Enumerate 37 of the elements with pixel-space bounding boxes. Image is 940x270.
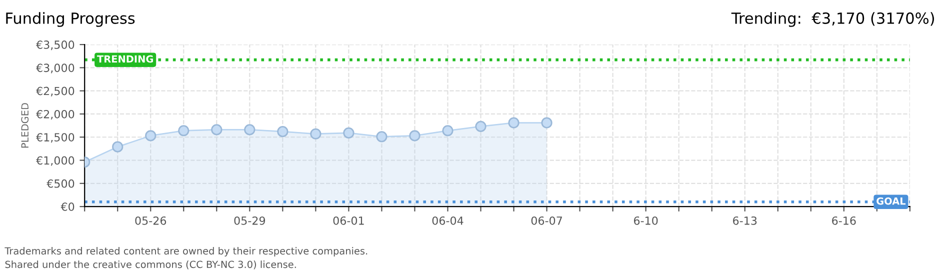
chart-subtitle: Trending: €3,170 (3170%) (731, 12, 934, 27)
x-tick-label: 06-07 (531, 216, 562, 225)
point (145, 130, 156, 142)
x-tick-label: 06-04 (432, 216, 464, 225)
x-tick-label: 6-10 (634, 216, 658, 225)
x-tick-label: 05-26 (135, 216, 166, 225)
y-tick-label: €500 (46, 179, 74, 188)
y-axis-title: PLEDGED (21, 103, 29, 148)
point (211, 124, 222, 136)
x-tick-label: 6-16 (832, 216, 856, 225)
point (112, 141, 124, 152)
point (178, 125, 190, 136)
ref-line-label: GOAL (876, 197, 906, 205)
x-tick-label: 05-29 (234, 216, 266, 225)
x-tick-label: 06-01 (333, 216, 364, 225)
y-tick-label: €2,000 (36, 110, 74, 120)
y-tick-label: €1,000 (36, 156, 74, 166)
ref-line-label: TRENDING (97, 55, 153, 63)
point (541, 117, 552, 128)
point (442, 125, 454, 136)
point (244, 124, 256, 136)
y-tick-label: €0 (60, 202, 74, 211)
point (343, 127, 354, 139)
point (409, 130, 420, 142)
point (310, 128, 322, 140)
text: Trademarks and related content are owned by their respective companies. (4, 247, 368, 256)
chart-title: Funding Progress (6, 12, 135, 27)
y-tick-label: €1,500 (36, 133, 74, 143)
point (376, 131, 388, 142)
point (277, 126, 288, 138)
x-tick-label: 6-13 (733, 216, 757, 225)
y-tick-label: €3,500 (36, 40, 74, 50)
y-tick-label: €2,500 (36, 86, 74, 96)
text: Shared under the creative commons (CC BY-NC 3.0) license. (5, 260, 296, 270)
point (508, 117, 520, 128)
point (475, 120, 486, 132)
y-tick-label: €3,000 (36, 64, 74, 74)
